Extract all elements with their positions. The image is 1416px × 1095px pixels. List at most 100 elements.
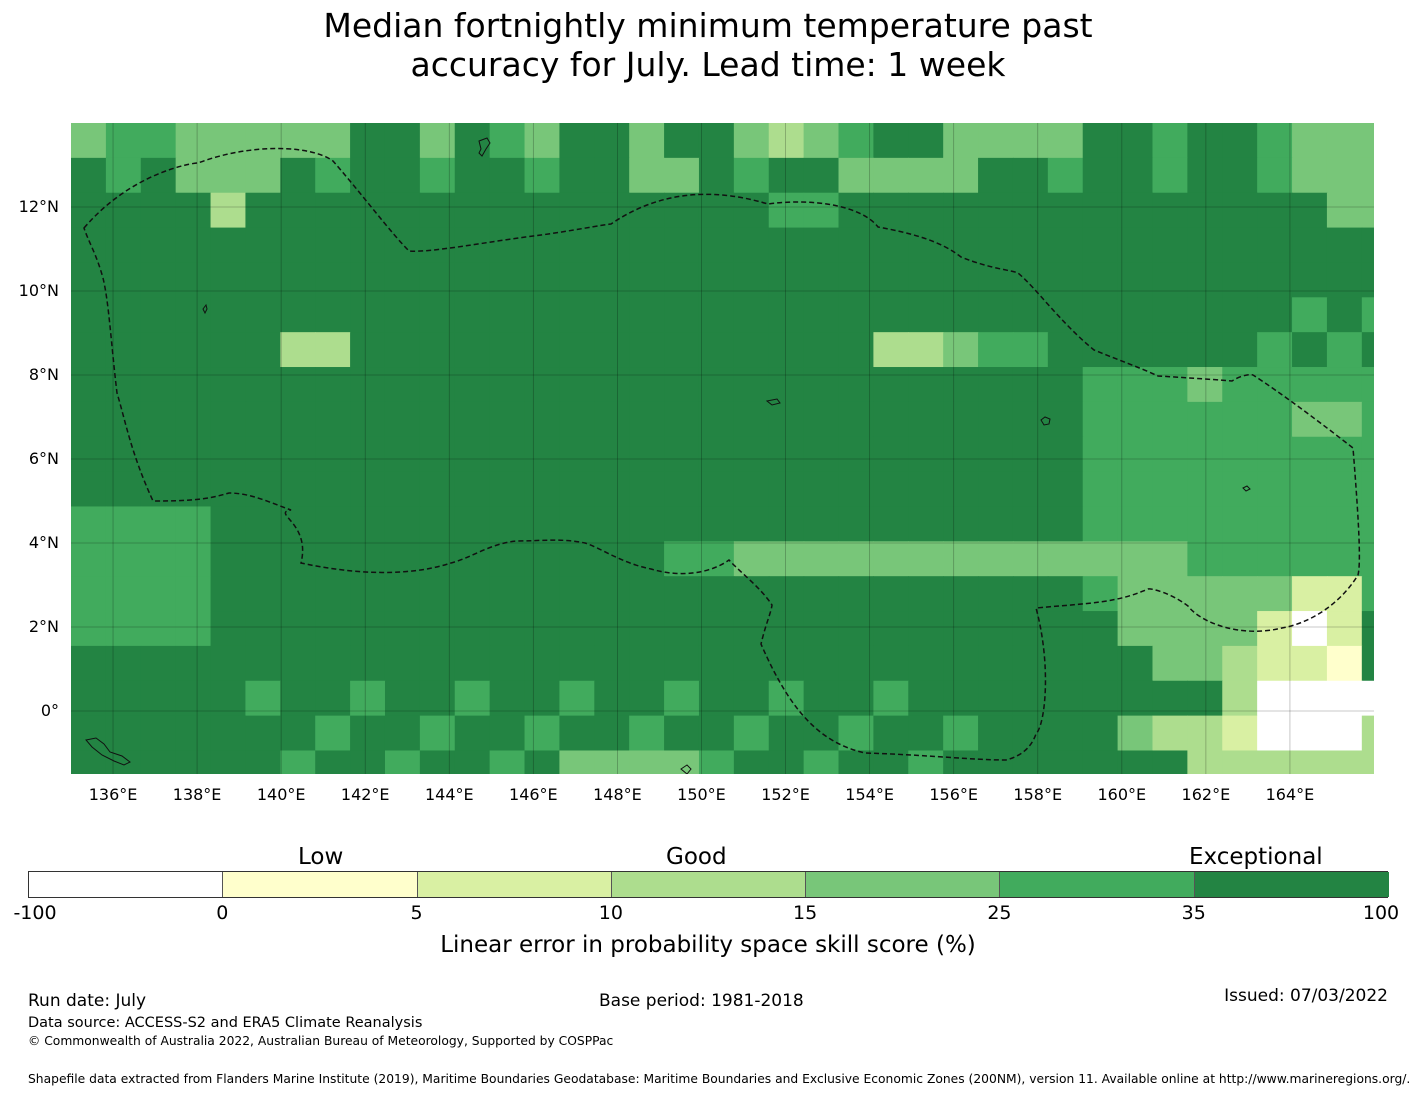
skill-cell	[698, 227, 735, 264]
skill-cell	[384, 680, 421, 717]
skill-cell	[384, 401, 421, 438]
skill-cell	[594, 401, 630, 438]
skill-cell	[245, 750, 281, 774]
skill-cell	[559, 541, 595, 577]
skill-cell	[280, 262, 316, 298]
skill-cell	[454, 227, 491, 264]
skill-cell	[943, 541, 979, 577]
skill-cell	[1117, 471, 1154, 508]
island-png-north	[85, 737, 131, 766]
skill-cell	[175, 262, 212, 298]
skill-cell	[1117, 297, 1154, 333]
skill-cell	[140, 680, 177, 717]
lat-label: 12°N	[18, 197, 59, 216]
skill-cell	[768, 611, 805, 647]
skill-cell	[71, 262, 107, 298]
skill-cell	[768, 715, 805, 752]
skill-cell	[978, 506, 1014, 542]
skill-cell	[1012, 645, 1049, 682]
skill-cell	[1187, 401, 1223, 438]
skill-cell	[594, 297, 630, 333]
skill-cell	[908, 715, 944, 752]
skill-cell	[454, 157, 491, 194]
skill-cell	[384, 297, 421, 333]
skill-cell	[1292, 436, 1328, 473]
skill-cell	[664, 750, 700, 774]
skill-cell	[1361, 227, 1374, 264]
colorbar-segment	[1000, 872, 1195, 897]
skill-cell	[454, 645, 491, 682]
skill-cell	[315, 367, 351, 403]
skill-cell	[105, 367, 142, 403]
skill-cell	[1257, 123, 1293, 159]
skill-cell	[698, 715, 735, 752]
copyright: © Commonwealth of Australia 2022, Austra…	[28, 1034, 614, 1048]
skill-cell	[1361, 611, 1374, 647]
skill-cell	[140, 401, 177, 438]
skill-cell	[1257, 192, 1293, 229]
skill-cell	[1326, 297, 1363, 333]
skill-cell	[350, 471, 386, 508]
skill-cell	[1222, 715, 1258, 752]
colorbar-tick-label: 5	[410, 902, 423, 924]
skill-cell	[1152, 123, 1188, 159]
skill-cell	[1082, 297, 1119, 333]
lon-label: 142°E	[340, 785, 390, 804]
skill-cell	[315, 541, 351, 577]
skill-cell	[315, 192, 351, 229]
skill-cell	[245, 506, 281, 542]
skill-cell	[1292, 401, 1328, 438]
skill-cell	[140, 262, 177, 298]
skill-cell	[140, 157, 177, 194]
skill-cell	[245, 262, 281, 298]
skill-cell	[1152, 436, 1188, 473]
skill-cell	[489, 436, 526, 473]
skill-cell	[419, 367, 456, 403]
skill-cell	[350, 506, 386, 542]
lat-label: 0°	[40, 701, 59, 720]
colorbar	[28, 871, 1389, 898]
skill-cell	[1292, 715, 1328, 752]
skill-cell	[559, 123, 595, 159]
skill-cell	[105, 471, 142, 508]
skill-cell	[1361, 123, 1374, 159]
skill-cell	[978, 227, 1014, 264]
skill-cell	[559, 576, 595, 612]
skill-cell	[768, 506, 805, 542]
skill-cell	[1222, 262, 1258, 298]
skill-cell	[803, 715, 840, 752]
skill-cell	[384, 332, 421, 368]
lon-label: 148°E	[593, 785, 642, 804]
skill-cell	[245, 645, 281, 682]
skill-cell	[559, 611, 595, 647]
skill-cell	[280, 157, 316, 194]
skill-cell	[559, 367, 595, 403]
skill-cell	[1047, 227, 1084, 264]
skill-cell	[1222, 192, 1258, 229]
skill-cell	[698, 157, 735, 194]
skill-cell	[1012, 367, 1049, 403]
skill-cell	[280, 680, 316, 717]
skill-cell	[733, 645, 770, 682]
skill-cell	[664, 471, 700, 508]
skill-cell	[419, 576, 456, 612]
skill-cell	[1012, 123, 1049, 159]
skill-cell	[1187, 297, 1223, 333]
skill-cell	[1082, 401, 1119, 438]
skill-cell	[594, 367, 630, 403]
skill-cell	[1187, 576, 1223, 612]
skill-cell	[1117, 262, 1154, 298]
skill-cell	[350, 680, 386, 717]
skill-cell	[1292, 123, 1328, 159]
skill-cell	[140, 332, 177, 368]
skill-cell	[768, 192, 805, 229]
skill-cell	[1326, 576, 1363, 612]
skill-cell	[140, 123, 177, 159]
skill-cell	[664, 506, 700, 542]
skill-cell	[71, 715, 107, 752]
skill-cell	[210, 750, 247, 774]
skill-cell	[1012, 611, 1049, 647]
skill-cell	[454, 471, 491, 508]
skill-cell	[1326, 227, 1363, 264]
skill-cell	[210, 297, 247, 333]
